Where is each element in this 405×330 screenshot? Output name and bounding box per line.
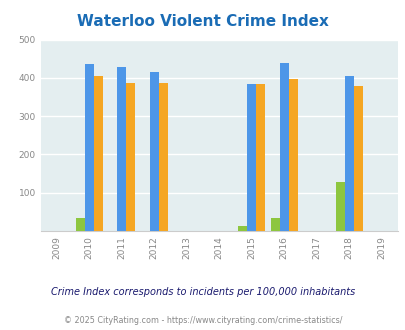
Bar	[256, 84, 265, 231]
Bar	[149, 72, 158, 231]
Bar	[288, 79, 297, 231]
Bar	[270, 217, 279, 231]
Text: Crime Index corresponds to incidents per 100,000 inhabitants: Crime Index corresponds to incidents per…	[51, 287, 354, 297]
Bar	[117, 67, 126, 231]
Text: © 2025 CityRating.com - https://www.cityrating.com/crime-statistics/: © 2025 CityRating.com - https://www.city…	[64, 315, 341, 325]
Bar	[335, 182, 344, 231]
Bar	[94, 76, 103, 231]
Bar	[353, 85, 362, 231]
Bar	[85, 64, 94, 231]
Text: Waterloo Violent Crime Index: Waterloo Violent Crime Index	[77, 14, 328, 29]
Bar	[75, 217, 85, 231]
Bar	[279, 63, 288, 231]
Bar	[237, 226, 247, 231]
Bar	[344, 76, 353, 231]
Bar	[158, 83, 168, 231]
Bar	[126, 83, 135, 231]
Bar	[247, 84, 256, 231]
